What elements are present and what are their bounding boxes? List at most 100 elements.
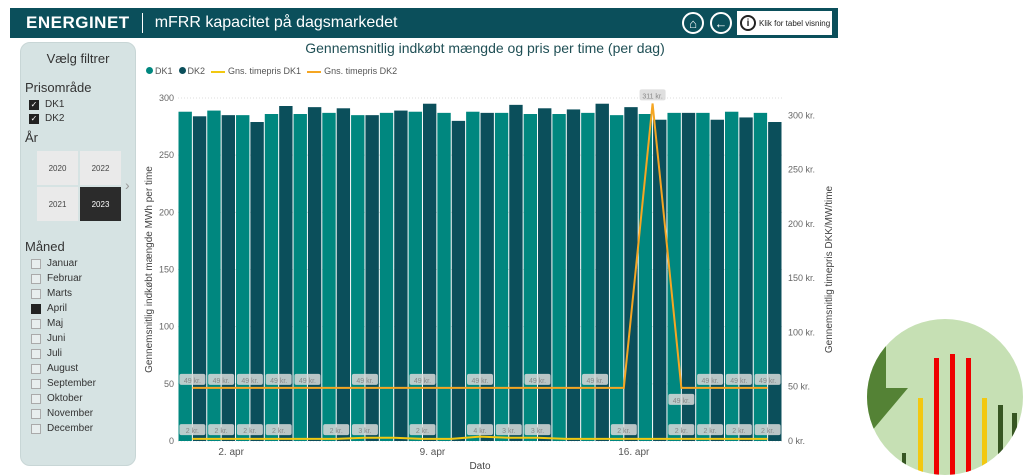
month-checkbox-april[interactable]: April <box>31 303 135 314</box>
home-icon[interactable]: ⌂ <box>682 12 704 34</box>
y2-tick-label: 0 kr. <box>788 436 805 446</box>
table-view-label: Klik for tabel visning <box>759 18 831 28</box>
year-tile-2022[interactable]: 2022 <box>80 151 121 185</box>
y-tick-label: 150 <box>159 265 174 275</box>
month-checkbox-september[interactable]: September <box>31 378 135 389</box>
bar-dk2 <box>480 112 494 441</box>
month-checkbox-november[interactable]: November <box>31 408 135 419</box>
y2-tick-label: 200 kr. <box>788 219 815 229</box>
data-label-dk2: 49 kr. <box>299 378 316 385</box>
data-label-dk1: 2 kr. <box>617 428 630 435</box>
price-area-checkbox-dk1[interactable]: ✓ DK1 <box>29 99 135 110</box>
y-tick-label: 300 <box>159 93 174 103</box>
data-label-dk2-bg <box>351 373 378 385</box>
month-checkbox-februar[interactable]: Februar <box>31 273 135 284</box>
x-tick-label: 9. apr <box>420 447 446 458</box>
bar-dk1 <box>408 111 422 441</box>
month-checkbox-december[interactable]: December <box>31 423 135 434</box>
month-checkbox-juni[interactable]: Juni <box>31 333 135 344</box>
checkbox-label: DK1 <box>45 99 65 110</box>
table-view-button[interactable]: i Klik for tabel visning <box>737 11 832 35</box>
data-label-dk1-bg <box>524 424 551 436</box>
data-label-dk1: 2 kr. <box>675 428 688 435</box>
month-checkbox-januar[interactable]: Januar <box>31 258 135 269</box>
month-checkbox-oktober[interactable]: Oktober <box>31 393 135 404</box>
bar-dk2 <box>336 108 351 441</box>
checkbox-label: Juni <box>47 333 66 344</box>
filter-title: Vælg filtrer <box>46 51 110 66</box>
header-divider <box>141 13 143 33</box>
data-label-dk2-bg <box>179 373 206 385</box>
year-tile-2020[interactable]: 2020 <box>37 151 78 185</box>
data-label-dk2: 49 kr. <box>356 378 373 385</box>
chevron-right-icon[interactable]: › <box>125 177 130 193</box>
bar-dk2 <box>509 104 523 442</box>
back-arrow-icon[interactable]: ← <box>710 12 732 34</box>
chart-title: Gennemsnitlig indkøbt mængde og pris per… <box>305 40 665 56</box>
bar-dk1 <box>178 111 192 441</box>
data-label-dk1-bg <box>208 424 235 436</box>
bar-dk2 <box>307 107 322 441</box>
data-label-dk1: 2 kr. <box>272 428 285 435</box>
y-tick-label: 0 <box>169 436 174 446</box>
month-checkbox-august[interactable]: August <box>31 363 135 374</box>
y-tick-label: 50 <box>164 379 174 389</box>
price-area-checkbox-dk2[interactable]: ✓ DK2 <box>29 113 135 124</box>
y2-tick-label: 250 kr. <box>788 165 815 175</box>
bar-dk2 <box>710 119 724 441</box>
y-tick-label: 200 <box>159 207 174 217</box>
bar-dk1 <box>523 114 538 442</box>
month-checkbox-marts[interactable]: Marts <box>31 288 135 299</box>
bar-dk1 <box>293 114 307 442</box>
bar-dk1 <box>638 114 653 442</box>
data-label-dk2-bg <box>524 373 551 385</box>
data-label-dk2: 49 kr. <box>673 398 690 405</box>
data-label-dk1: 2 kr. <box>703 428 716 435</box>
data-label-dk1-bg <box>179 424 206 436</box>
checkbox-label: Februar <box>47 273 83 284</box>
dk1-legend-dot <box>146 67 153 74</box>
checkbox-label: Januar <box>47 258 78 269</box>
bar-dk2 <box>365 115 379 442</box>
month-checkbox-juli[interactable]: Juli <box>31 348 135 359</box>
line-dk2-price <box>192 103 768 389</box>
data-label-dk2-bg <box>265 373 292 385</box>
legend-dk1: DK1 <box>155 66 173 76</box>
bar-dk1 <box>753 112 768 441</box>
y-tick-label: 100 <box>159 322 174 332</box>
checkbox-label: Marts <box>47 288 72 299</box>
year-tile-2021[interactable]: 2021 <box>37 187 78 221</box>
checkbox-icon <box>31 318 41 329</box>
data-label-dk1: 2 kr. <box>186 428 199 435</box>
year-tile-2023[interactable]: 2023 <box>80 187 121 221</box>
x-tick-label: 2. apr <box>218 447 244 458</box>
filter-panel: Vælg filtrer Prisområde ✓ DK1 ✓ DK2 År 2020… <box>20 42 136 466</box>
checkbox-label: December <box>47 423 94 434</box>
data-label-dk2-bg <box>582 373 609 385</box>
checkbox-label: Juli <box>47 348 63 359</box>
y-tick-label: 250 <box>159 150 174 160</box>
data-label-dk2: 49 kr. <box>730 378 747 385</box>
legend-dk2: DK2 <box>187 66 206 76</box>
legend-dk1-price: Gns. timepris DK1 <box>228 66 302 76</box>
checkbox-icon <box>31 378 41 389</box>
year-heading: År <box>25 130 38 145</box>
bar-dk1 <box>466 111 480 441</box>
month-checkbox-maj[interactable]: Maj <box>31 318 135 329</box>
checkbox-label: April <box>47 303 68 314</box>
y2-axis-title: Gennemsnitlig timepris DKK/MW/time <box>824 185 835 353</box>
data-label-dk2-bg <box>467 373 493 385</box>
data-label-dk2: 311 kr. <box>642 93 663 100</box>
line-dk1-price <box>192 435 768 440</box>
checkbox-icon <box>31 273 41 284</box>
data-label-dk2-bg <box>409 373 436 385</box>
checkbox-icon: ✓ <box>29 113 39 124</box>
dk1-line-legend <box>211 70 226 73</box>
data-label-dk2: 49 kr. <box>586 378 603 385</box>
month-heading: Måned <box>25 239 65 254</box>
data-label-dk2: 49 kr. <box>702 378 719 385</box>
chart-legend: DK1 DK2 Gns. timepris DK1 Gns. timepris … <box>146 66 397 76</box>
bar-line-chart: 0 50 100 150 200 250 300 0 kr. 50 kr. 100 kr. 150 … <box>144 89 835 472</box>
data-label-dk1: 3 kr. <box>502 428 515 435</box>
data-label-dk2-bg <box>208 373 235 385</box>
